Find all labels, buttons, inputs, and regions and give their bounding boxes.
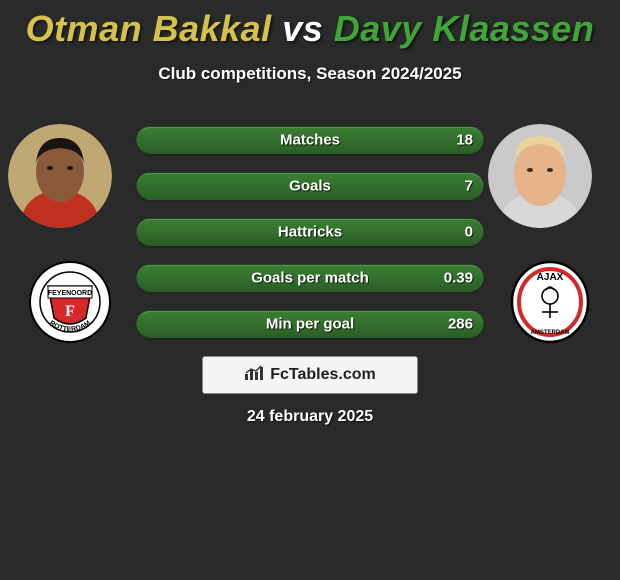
club-crest-right: AJAX AMSTERDAM [508,260,592,344]
bar-value-right: 18 [456,132,473,149]
site-badge: FcTables.com [202,356,418,394]
footer-date: 24 february 2025 [0,408,620,426]
avatar-left-svg [8,124,112,228]
title-player-2: Davy Klaassen [334,8,595,49]
site-text: FcTables.com [270,366,376,384]
avatar-right-svg [488,124,592,228]
crest-right-svg: AJAX AMSTERDAM [508,260,592,344]
bar-label: Hattricks [278,224,342,241]
svg-text:AJAX: AJAX [537,272,564,283]
title-vs: vs [282,8,323,49]
page-title: Otman Bakkal vs Davy Klaassen [0,0,620,50]
title-player-1: Otman Bakkal [26,8,272,49]
stat-bar-goals: Goals 7 [136,172,484,200]
bar-value-right: 0.39 [444,270,473,287]
stat-bars: Matches 18 Goals 7 Hattricks 0 Goals per match… [136,126,484,356]
bar-label: Goals per match [251,270,369,287]
infographic-root: Otman Bakkal vs Davy Klaassen Club compe… [0,0,620,580]
chart-icon [244,365,264,386]
bar-value-right: 7 [465,178,473,195]
bar-value-right: 286 [448,316,473,333]
player-avatar-left [8,124,112,228]
subtitle: Club competitions, Season 2024/2025 [0,64,620,84]
stat-bar-matches: Matches 18 [136,126,484,154]
svg-text:AMSTERDAM: AMSTERDAM [531,330,570,336]
club-crest-left: FEYENOORD F ROTTERDAM [28,260,112,344]
stat-bar-hattricks: Hattricks 0 [136,218,484,246]
bar-label: Matches [280,132,340,149]
svg-text:F: F [65,303,75,320]
stat-bar-goals-per-match: Goals per match 0.39 [136,264,484,292]
stat-bar-min-per-goal: Min per goal 286 [136,310,484,338]
crest-left-svg: FEYENOORD F ROTTERDAM [28,260,112,344]
bar-label: Goals [289,178,331,195]
player-avatar-right [488,124,592,228]
bar-value-right: 0 [465,224,473,241]
bar-label: Min per goal [266,316,354,333]
svg-text:FEYENOORD: FEYENOORD [48,290,92,297]
